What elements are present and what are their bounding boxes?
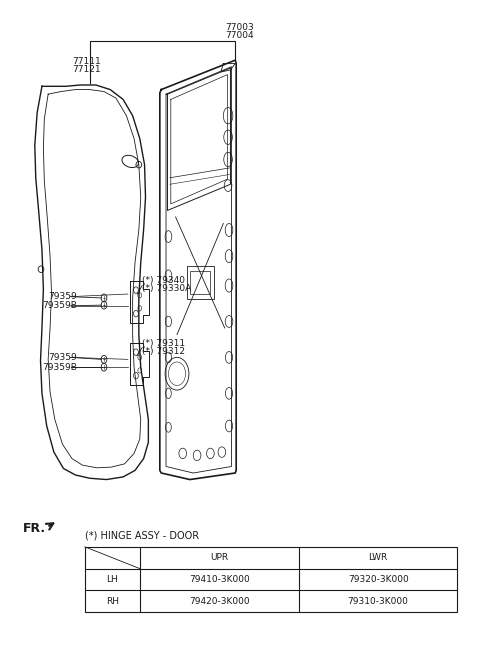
Text: LWR: LWR	[369, 553, 388, 562]
Text: 77003: 77003	[226, 23, 254, 32]
Text: LH: LH	[107, 575, 118, 584]
Text: 79359: 79359	[48, 292, 77, 301]
Text: (*) 79340: (*) 79340	[142, 276, 185, 285]
Bar	[190, 270, 210, 294]
Text: (*) 79330A: (*) 79330A	[142, 284, 192, 293]
Text: 79320-3K000: 79320-3K000	[348, 575, 408, 584]
Bar	[85, 547, 457, 612]
Bar	[187, 266, 214, 298]
Text: 79359B: 79359B	[42, 301, 77, 310]
Text: RH: RH	[106, 597, 119, 605]
Text: 79410-3K000: 79410-3K000	[189, 575, 250, 584]
Text: 79310-3K000: 79310-3K000	[348, 597, 408, 605]
Text: 79359B: 79359B	[42, 363, 77, 372]
Text: 77121: 77121	[72, 65, 101, 74]
Text: (*) 79312: (*) 79312	[142, 347, 185, 356]
Text: 77111: 77111	[72, 57, 101, 66]
Text: FR.: FR.	[23, 522, 46, 535]
Text: (*) 79311: (*) 79311	[142, 339, 185, 348]
Text: 79420-3K000: 79420-3K000	[189, 597, 250, 605]
Text: 79359: 79359	[48, 353, 77, 362]
Text: UPR: UPR	[210, 553, 228, 562]
Text: (*) HINGE ASSY - DOOR: (*) HINGE ASSY - DOOR	[85, 530, 199, 540]
Text: 77004: 77004	[226, 31, 254, 40]
